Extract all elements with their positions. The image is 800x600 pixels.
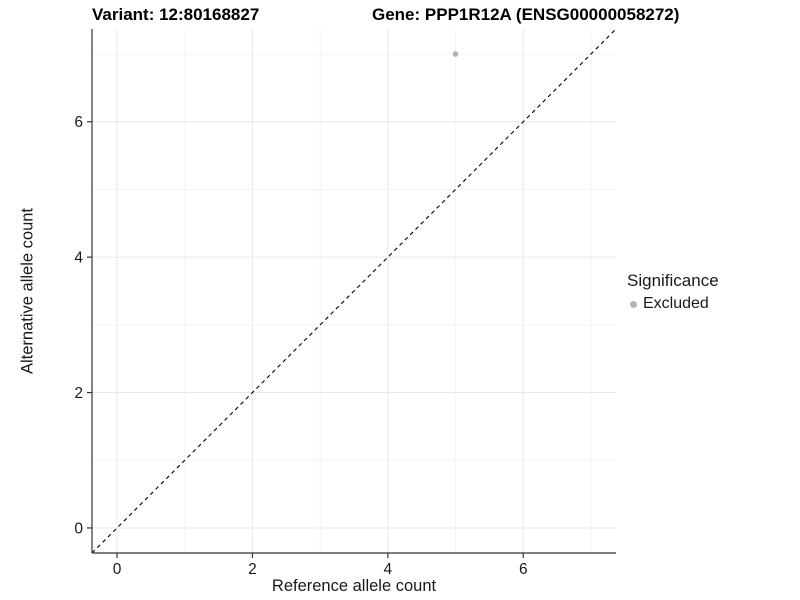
y-tick-label: 4 — [74, 250, 83, 267]
x-tick-label: 2 — [248, 561, 257, 578]
legend: Significance Excluded — [627, 271, 719, 313]
x-axis-title: Reference allele count — [271, 577, 437, 595]
y-tick-label: 0 — [74, 520, 83, 537]
y-axis-title: Alternative allele count — [18, 207, 37, 375]
legend-title: Significance — [627, 271, 719, 290]
legend-key-dot-icon — [630, 300, 637, 308]
x-tick-label: 4 — [384, 561, 393, 578]
x-tick-label: 0 — [113, 561, 122, 578]
identity-dashed-line — [91, 28, 617, 554]
legend-item-label: Excluded — [643, 295, 709, 312]
y-tick-label: 2 — [74, 385, 83, 402]
variant-title: Variant: 12:80168827 — [92, 5, 260, 24]
y-tick-label: 6 — [74, 114, 83, 131]
legend-item-excluded: Excluded — [627, 295, 719, 313]
x-tick-label: 6 — [519, 561, 528, 578]
gene-title: Gene: PPP1R12A (ENSG00000058272) — [372, 5, 680, 24]
data-point — [452, 51, 459, 57]
